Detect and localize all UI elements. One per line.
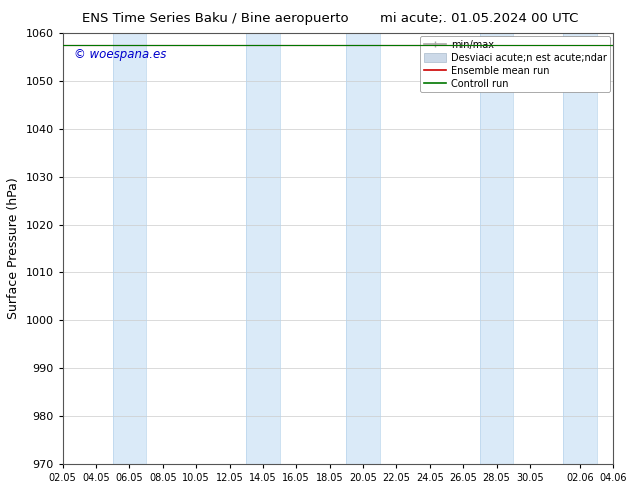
Y-axis label: Surface Pressure (hPa): Surface Pressure (hPa) (7, 178, 20, 319)
Text: © woespana.es: © woespana.es (74, 48, 166, 61)
Bar (480, 33, 513, 464)
Bar (346, 33, 380, 464)
Text: ENS Time Series Baku / Bine aeropuerto: ENS Time Series Baku / Bine aeropuerto (82, 12, 349, 25)
Legend: min/max, Desviaci acute;n est acute;ndar, Ensemble mean run, Controll run: min/max, Desviaci acute;n est acute;ndar… (420, 36, 611, 93)
Bar (113, 33, 146, 464)
Bar (246, 33, 280, 464)
Text: mi acute;. 01.05.2024 00 UTC: mi acute;. 01.05.2024 00 UTC (380, 12, 579, 25)
Bar (563, 33, 597, 464)
